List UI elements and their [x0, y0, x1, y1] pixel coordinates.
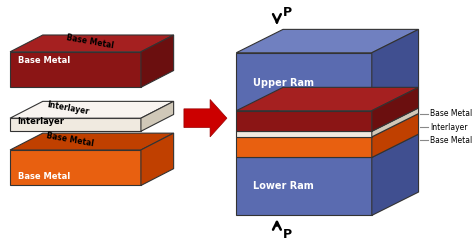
Polygon shape: [372, 113, 419, 157]
Text: P: P: [283, 6, 292, 19]
Text: Base Metal: Base Metal: [430, 136, 472, 145]
Polygon shape: [10, 52, 141, 87]
Polygon shape: [10, 118, 141, 131]
Polygon shape: [236, 29, 419, 53]
Polygon shape: [236, 111, 372, 131]
Text: Upper Ram: Upper Ram: [253, 78, 314, 88]
Polygon shape: [236, 53, 372, 111]
Polygon shape: [141, 133, 173, 185]
Polygon shape: [236, 108, 419, 131]
Polygon shape: [236, 113, 419, 137]
Polygon shape: [236, 157, 372, 215]
Text: Interlayer: Interlayer: [18, 117, 64, 126]
Polygon shape: [184, 100, 227, 137]
Polygon shape: [372, 108, 419, 137]
Polygon shape: [10, 150, 141, 185]
Polygon shape: [10, 101, 173, 118]
Text: Base Metal: Base Metal: [18, 56, 70, 65]
Polygon shape: [141, 101, 173, 131]
Polygon shape: [236, 131, 372, 137]
Text: Interlayer: Interlayer: [430, 122, 467, 132]
Text: Lower Ram: Lower Ram: [253, 181, 314, 191]
Text: P: P: [283, 228, 292, 241]
Text: Base Metal: Base Metal: [430, 110, 472, 119]
Text: Base Metal: Base Metal: [66, 33, 114, 50]
Polygon shape: [10, 133, 173, 150]
Polygon shape: [372, 134, 419, 215]
Text: Base Metal: Base Metal: [46, 131, 95, 148]
Polygon shape: [372, 87, 419, 131]
Polygon shape: [141, 35, 173, 87]
Polygon shape: [236, 87, 419, 111]
Polygon shape: [236, 134, 419, 157]
Text: Base Metal: Base Metal: [18, 172, 70, 181]
Polygon shape: [10, 35, 173, 52]
Polygon shape: [236, 137, 372, 157]
Text: Interlayer: Interlayer: [46, 100, 90, 116]
Polygon shape: [372, 29, 419, 111]
